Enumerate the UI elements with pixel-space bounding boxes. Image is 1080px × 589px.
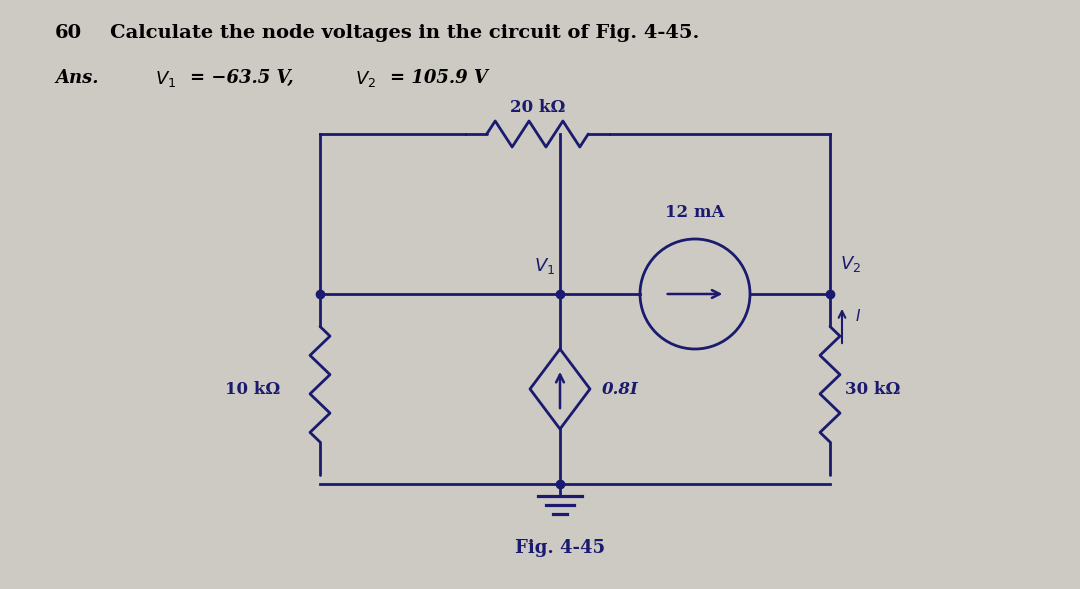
Text: 10 kΩ: 10 kΩ	[225, 380, 280, 398]
Text: $V_2$: $V_2$	[840, 254, 861, 274]
Text: 0.8I: 0.8I	[602, 380, 638, 398]
Text: = 105.9 V: = 105.9 V	[390, 69, 488, 87]
Text: Calculate the node voltages in the circuit of Fig. 4-45.: Calculate the node voltages in the circu…	[110, 24, 700, 42]
Text: 60: 60	[55, 24, 82, 42]
Text: 20 kΩ: 20 kΩ	[510, 99, 565, 116]
Text: $V_2$: $V_2$	[355, 69, 376, 89]
Text: 30 kΩ: 30 kΩ	[845, 380, 901, 398]
Text: $V_1$: $V_1$	[156, 69, 176, 89]
Text: = −63.5 V,: = −63.5 V,	[190, 69, 294, 87]
Text: $V_1$: $V_1$	[534, 256, 555, 276]
Text: Fig. 4-45: Fig. 4-45	[515, 539, 605, 557]
Text: 12 mA: 12 mA	[665, 204, 725, 221]
Text: $I$: $I$	[855, 308, 861, 324]
Text: Ans.: Ans.	[55, 69, 98, 87]
